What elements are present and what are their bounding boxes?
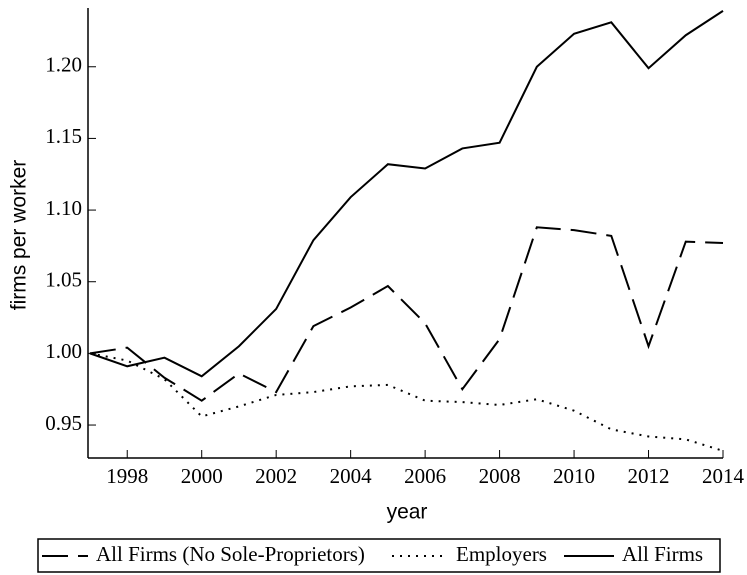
x-tick-label: 2008	[479, 464, 521, 488]
y-tick-label: 1.10	[45, 196, 82, 220]
x-tick-label: 2004	[330, 464, 373, 488]
y-axis-label: firms per worker	[8, 160, 31, 311]
x-axis-label: year	[387, 501, 428, 524]
legend-box	[37, 538, 721, 573]
y-tick-label: 0.95	[45, 411, 82, 435]
x-tick-label: 2014	[702, 464, 745, 488]
x-tick-label: 2000	[181, 464, 223, 488]
y-tick-label: 1.20	[45, 53, 82, 77]
x-tick-label: 2012	[628, 464, 670, 488]
series-line	[89, 10, 724, 378]
series-line	[89, 226, 724, 402]
legend-label: All Firms	[622, 542, 703, 566]
y-tick-label: 1.15	[45, 124, 82, 148]
x-tick-label: 2006	[404, 464, 446, 488]
legend-label: All Firms (No Sole-Proprietors)	[96, 542, 365, 566]
y-tick-label: 1.05	[45, 268, 82, 292]
series-line	[89, 352, 724, 452]
x-tick-label: 2002	[255, 464, 297, 488]
y-tick-label: 1.00	[45, 339, 82, 363]
x-tick-label: 1998	[106, 464, 148, 488]
x-tick-label: 2010	[553, 464, 595, 488]
legend-label: Employers	[456, 542, 547, 566]
